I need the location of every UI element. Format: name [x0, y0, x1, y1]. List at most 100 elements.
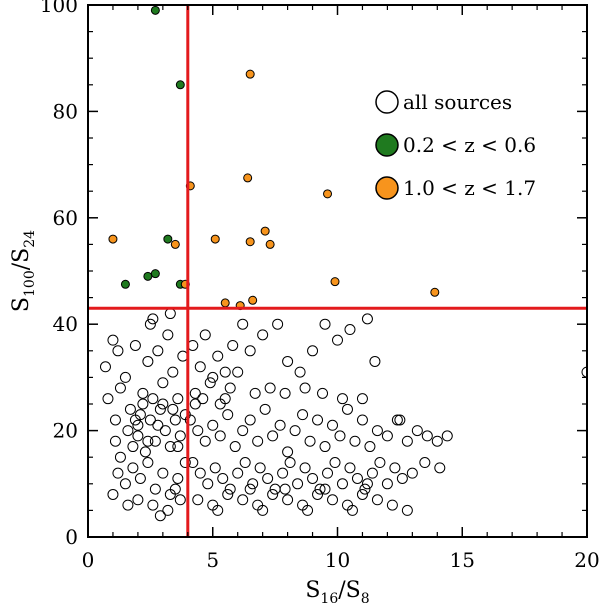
source-point — [356, 393, 368, 405]
source-point — [102, 393, 114, 405]
source-point — [172, 472, 184, 484]
source-point — [174, 494, 186, 506]
source-point — [149, 435, 161, 447]
source-point — [401, 504, 413, 516]
source-point — [344, 324, 356, 336]
source-point — [299, 382, 311, 394]
source-point — [219, 366, 231, 378]
highlight-point — [323, 189, 333, 199]
source-point — [202, 478, 214, 490]
source-point — [129, 339, 141, 351]
source-point — [314, 483, 326, 495]
highlight-point — [150, 269, 160, 279]
source-point — [144, 414, 156, 426]
x-tick-label: 15 — [450, 548, 475, 572]
legend-marker — [375, 90, 399, 114]
highlight-point — [175, 80, 185, 90]
source-point — [299, 462, 311, 474]
y-tick-label: 80 — [53, 99, 78, 123]
source-point — [109, 435, 121, 447]
source-point — [162, 329, 174, 341]
y-tick-label: 40 — [53, 312, 78, 336]
source-point — [307, 472, 319, 484]
source-point — [152, 419, 164, 431]
source-point — [164, 308, 176, 320]
source-point — [262, 472, 274, 484]
source-point — [279, 483, 291, 495]
y-axis-label: S100/S24 — [9, 230, 38, 312]
source-point — [292, 478, 304, 490]
source-point — [224, 483, 236, 495]
source-point — [364, 441, 376, 453]
source-point — [421, 430, 433, 442]
source-point — [142, 457, 154, 469]
legend-marker — [375, 133, 399, 157]
source-point — [244, 414, 256, 426]
source-point — [147, 499, 159, 511]
source-point — [381, 478, 393, 490]
source-point — [167, 403, 179, 415]
source-point — [239, 457, 251, 469]
source-point — [119, 478, 131, 490]
source-point — [122, 425, 134, 437]
source-point — [396, 472, 408, 484]
source-point — [197, 393, 209, 405]
source-point — [282, 355, 294, 367]
source-point — [406, 467, 418, 479]
highlight-point — [265, 239, 275, 249]
source-point — [319, 483, 331, 495]
highlight-point — [243, 173, 253, 183]
legend-label: 0.2 < z < 0.6 — [403, 133, 536, 157]
source-point — [294, 366, 306, 378]
source-point — [344, 462, 356, 474]
source-point — [222, 488, 234, 500]
source-point — [279, 387, 291, 399]
source-point — [282, 446, 294, 458]
source-point — [139, 446, 151, 458]
legend-label: all sources — [403, 90, 512, 114]
source-point — [257, 329, 269, 341]
source-point — [351, 472, 363, 484]
highlight-point — [245, 69, 255, 79]
source-point — [244, 345, 256, 357]
source-point — [366, 467, 378, 479]
source-point — [159, 425, 171, 437]
source-point — [274, 419, 286, 431]
source-point — [189, 398, 201, 410]
x-tick-label: 20 — [574, 548, 599, 572]
source-point — [199, 329, 211, 341]
source-point — [154, 510, 166, 522]
source-point — [137, 398, 149, 410]
source-point — [254, 462, 266, 474]
source-point — [217, 472, 229, 484]
source-point — [272, 318, 284, 330]
source-point — [369, 355, 381, 367]
source-point — [157, 398, 169, 410]
highlight-point — [210, 234, 220, 244]
source-point — [361, 313, 373, 325]
highlight-point — [120, 279, 130, 289]
source-point — [212, 504, 224, 516]
source-point — [371, 425, 383, 437]
source-point — [222, 409, 234, 421]
highlight-point — [260, 226, 270, 236]
source-point — [122, 499, 134, 511]
source-point — [207, 419, 219, 431]
source-point — [232, 467, 244, 479]
source-point — [327, 494, 339, 506]
source-point — [224, 382, 236, 394]
source-point — [142, 435, 154, 447]
source-point — [169, 483, 181, 495]
source-point — [154, 403, 166, 415]
source-point — [207, 371, 219, 383]
source-point — [371, 494, 383, 506]
highlight-point — [108, 234, 118, 244]
source-point — [334, 430, 346, 442]
source-point — [249, 387, 261, 399]
source-point — [204, 377, 216, 389]
source-point — [346, 504, 358, 516]
source-point — [257, 504, 269, 516]
highlight-point — [248, 295, 258, 305]
source-point — [214, 430, 226, 442]
